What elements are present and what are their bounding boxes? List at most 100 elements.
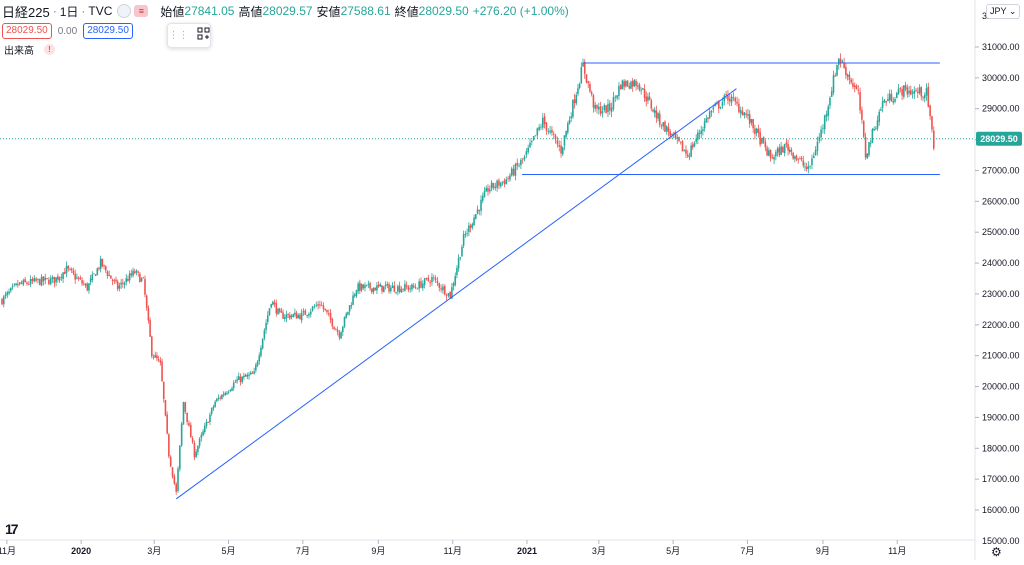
candle-body [282, 312, 284, 319]
candle-body [890, 94, 893, 102]
candle-body [384, 285, 387, 287]
candle-body [214, 401, 216, 407]
candle-body [903, 85, 905, 97]
interval-label[interactable]: 1日 [59, 4, 79, 19]
object-tree-icon[interactable] [197, 27, 210, 45]
candle-body [759, 131, 761, 145]
sell-price-button[interactable]: 28029.50 [2, 23, 52, 39]
candle-body [551, 129, 553, 133]
x-tick-label: 7月 [740, 546, 754, 556]
candle-body [340, 332, 342, 339]
candle-body [681, 141, 684, 152]
candle-body [127, 278, 129, 282]
candle-body [741, 111, 744, 116]
candle-body [910, 89, 912, 95]
candle-body [88, 283, 90, 291]
x-tick-label: 2021 [517, 546, 537, 556]
candle-body [645, 96, 648, 102]
candle-body [287, 313, 289, 315]
candle-body [209, 414, 211, 423]
candle-body [630, 81, 632, 89]
candle-body [200, 434, 203, 439]
candle-body [531, 140, 533, 142]
candle-body [804, 166, 806, 168]
candle-body [887, 98, 889, 102]
candle-body [660, 125, 663, 127]
candle-body [99, 258, 102, 269]
candle-body [77, 278, 80, 280]
candle-body [263, 330, 266, 339]
y-tick-label: 21000.00 [982, 351, 1020, 361]
trendline [175, 88, 737, 500]
candle-body [447, 292, 450, 296]
candle-body [449, 291, 452, 298]
candle-body [142, 277, 145, 279]
candle-body [792, 152, 794, 159]
candle-body [590, 92, 593, 95]
candle-body [33, 278, 36, 282]
currency-label: JPY [990, 6, 1007, 16]
candle-body [846, 74, 849, 77]
menu-icon[interactable]: ≡ [134, 5, 149, 17]
warning-icon[interactable]: ! [44, 44, 55, 55]
gear-icon[interactable]: ⚙ [991, 545, 1002, 559]
candle-body [251, 372, 254, 374]
candle-body [823, 115, 826, 130]
candle-body [587, 81, 590, 84]
candle-body [390, 287, 392, 292]
candle-body [782, 147, 784, 153]
symbol-name[interactable]: 日経225 [2, 4, 50, 20]
candle-body [719, 106, 722, 109]
candle-body [398, 285, 401, 292]
candle-body [171, 467, 174, 477]
candle-body [665, 126, 668, 132]
candle-body [483, 191, 486, 197]
candle-body [598, 106, 600, 110]
y-tick-label: 15000.00 [982, 536, 1020, 546]
candle-body [925, 88, 928, 96]
candle-body [2, 296, 5, 305]
candle-body [908, 90, 910, 94]
candle-body [775, 152, 777, 157]
candle-body [350, 305, 353, 307]
candle-body [222, 394, 225, 396]
candle-body [278, 308, 281, 312]
y-tick-label: 29000.00 [982, 104, 1020, 114]
candle-body [667, 127, 670, 133]
candle-body [750, 119, 753, 123]
change-value: +276.20 (+1.00%) [472, 4, 569, 18]
candle-body [929, 105, 931, 117]
candle-body [329, 312, 332, 320]
candle-body [700, 130, 703, 135]
candle-body [311, 306, 314, 311]
candle-body [1, 299, 3, 305]
candle-body [885, 101, 887, 103]
buy-price-button[interactable]: 28029.50 [83, 23, 133, 39]
drag-handle-icon[interactable]: ⋮⋮ [168, 30, 189, 41]
candle-body [871, 129, 874, 143]
currency-selector[interactable]: JPY ⌄ [986, 4, 1021, 19]
candle-body [188, 423, 190, 426]
low-value: 27588.61 [340, 4, 391, 18]
candle-body [422, 283, 424, 289]
candle-body [9, 287, 12, 291]
tradingview-logo-icon[interactable]: 17 [5, 521, 19, 537]
candle-body [599, 106, 602, 114]
x-tick-label: 11月 [443, 546, 461, 556]
candle-body [268, 308, 271, 315]
candle-body [707, 117, 709, 119]
candle-body [429, 281, 431, 284]
candle-body [545, 122, 548, 131]
candle-body [231, 388, 233, 391]
market-status-icon[interactable] [117, 4, 132, 18]
candle-body [216, 398, 218, 402]
candle-body [38, 279, 41, 285]
y-tick-label: 23000.00 [982, 289, 1020, 299]
x-tick-label: 11月 [888, 546, 906, 556]
candle-body [207, 422, 210, 423]
candle-body [353, 294, 356, 297]
candle-body [31, 278, 34, 282]
candle-body [37, 278, 39, 280]
